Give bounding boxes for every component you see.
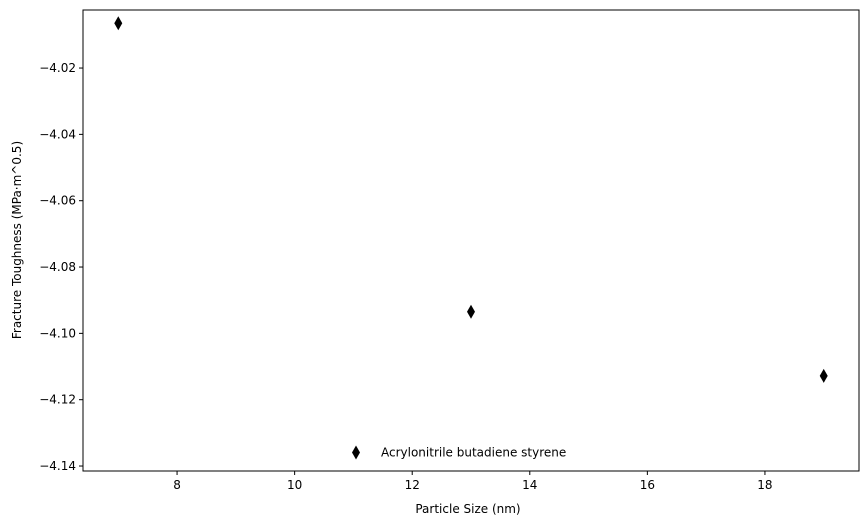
y-tick-label: −4.04	[39, 127, 76, 141]
legend-label: Acrylonitrile butadiene styrene	[381, 446, 566, 460]
data-points	[114, 16, 828, 383]
y-tick-label: −4.14	[39, 459, 76, 473]
y-axis-ticks: −4.14 −4.12 −4.10 −4.08 −4.06 −4.04 −4.02	[39, 61, 83, 473]
x-tick-label: 10	[287, 478, 302, 492]
legend-marker-diamond	[352, 445, 360, 460]
plot-area	[83, 10, 859, 471]
x-tick-label: 12	[405, 478, 420, 492]
data-point	[467, 304, 475, 319]
x-tick-label: 16	[640, 478, 655, 492]
x-tick-label: 8	[173, 478, 181, 492]
legend: Acrylonitrile butadiene styrene	[352, 445, 566, 460]
data-point	[819, 368, 828, 383]
y-axis-label: Fracture Toughness (MPa·m^0.5)	[10, 141, 24, 339]
plot-frame	[82, 9, 860, 472]
y-tick-label: −4.12	[39, 393, 76, 407]
x-axis-label: Particle Size (nm)	[415, 502, 520, 516]
x-tick-label: 18	[757, 478, 772, 492]
y-tick-label: −4.02	[39, 61, 76, 75]
y-tick-label: −4.08	[39, 260, 76, 274]
x-tick-label: 14	[522, 478, 537, 492]
y-tick-label: −4.10	[39, 326, 76, 340]
y-tick-label: −4.06	[39, 194, 76, 208]
x-axis-ticks: 8 10 12 14 16 18	[173, 471, 773, 492]
data-point	[114, 16, 123, 31]
